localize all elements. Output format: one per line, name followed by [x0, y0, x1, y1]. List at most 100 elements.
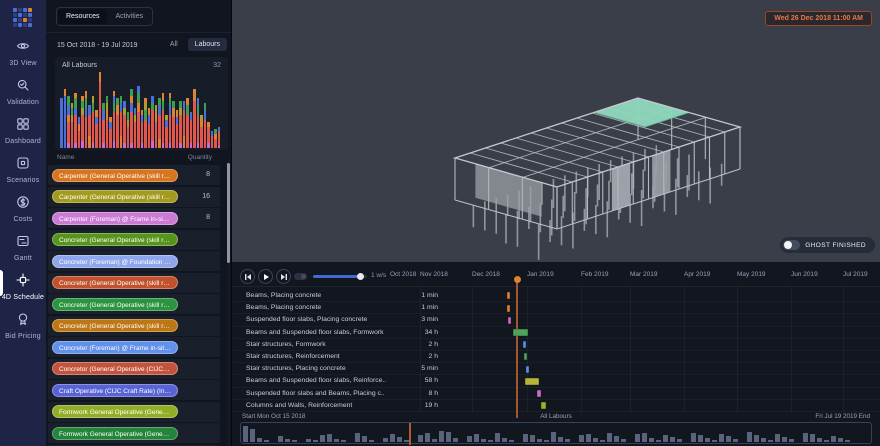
- dashboard-icon: [16, 117, 30, 136]
- gantt-task-row[interactable]: Beams, Placing concrete1 min: [232, 302, 880, 314]
- month-tick-label: Feb 2019: [581, 271, 608, 278]
- resource-pill: Carpenter (General Operative (skill rate…: [52, 190, 178, 203]
- tab-activities[interactable]: Activities: [107, 9, 151, 24]
- table-row[interactable]: Concreter (Foreman) @ Foundation in-situ…: [48, 251, 220, 271]
- table-row[interactable]: Concreter (General Operative (skill rate…: [48, 273, 220, 293]
- scenarios-icon: [16, 156, 30, 175]
- table-row[interactable]: Concreter (General Operative (skill rate…: [48, 294, 220, 314]
- histogram-bar: [155, 105, 158, 148]
- step-forward-button[interactable]: [276, 269, 291, 284]
- filter-all-button[interactable]: All: [163, 38, 185, 51]
- speed-slider[interactable]: [313, 275, 367, 278]
- step-back-button[interactable]: [240, 269, 255, 284]
- play-button[interactable]: [258, 269, 273, 284]
- histogram-bar: [120, 96, 123, 148]
- minimap-histogram: [243, 423, 869, 442]
- task-label: Columns and Walls, Reinforcement: [246, 402, 352, 409]
- table-row[interactable]: Formwork General Operative (General Oper…: [48, 402, 220, 422]
- table-row[interactable]: Concretor (General Operative (CIJC Oper.…: [48, 359, 220, 379]
- table-row[interactable]: Concreter (General Operative (skill rate…: [48, 230, 220, 250]
- histogram-bar: [67, 96, 70, 148]
- sidebar-item-3d-view[interactable]: 3D View: [0, 39, 46, 67]
- filter-labours-button[interactable]: Labours: [188, 38, 227, 51]
- minimap-playhead[interactable]: [409, 423, 411, 445]
- gantt-bar[interactable]: [523, 341, 526, 348]
- sidebar-item-gantt[interactable]: Gantt: [0, 234, 46, 262]
- sidebar-item-label: Gantt: [14, 255, 32, 262]
- timeline-minimap[interactable]: [240, 422, 872, 444]
- sidebar-item-4d-schedule[interactable]: 4D Schedule: [0, 273, 46, 301]
- resource-table: Carpenter (General Operative (skill rate…: [48, 165, 220, 446]
- 3d-viewport[interactable]: Wed 26 Dec 2018 11:00 AM GHOST FINISHED: [232, 0, 880, 262]
- gantt-bar[interactable]: [507, 292, 510, 299]
- gantt-bar[interactable]: [526, 366, 529, 373]
- loop-toggle[interactable]: [294, 273, 307, 280]
- gantt-task-row[interactable]: Beams and Suspended floor slabs, Formwor…: [232, 327, 880, 339]
- histogram-bar: [214, 129, 217, 148]
- chart-title: All Labours: [62, 62, 97, 69]
- slider-knob[interactable]: [357, 273, 364, 280]
- table-row[interactable]: Carpenter (General Operative (skill rate…: [48, 165, 220, 185]
- gantt-bar[interactable]: [541, 402, 546, 409]
- gantt-bar[interactable]: [537, 390, 541, 397]
- histogram-bar: [200, 115, 203, 148]
- scrollbar-thumb[interactable]: [227, 163, 230, 263]
- histogram-bar: [207, 122, 210, 148]
- histogram-bar: [74, 93, 77, 148]
- histogram-bar: [113, 91, 116, 148]
- table-row[interactable]: Concreter (General Operative (skill rate…: [48, 316, 220, 336]
- gantt-bar[interactable]: [507, 305, 510, 312]
- sidebar-item-validation[interactable]: Validation: [0, 78, 46, 106]
- datetime-badge: Wed 26 Dec 2018 11:00 AM: [765, 11, 872, 26]
- gantt-bar[interactable]: [525, 378, 539, 385]
- resource-pill: Carpenter (General Operative (skill rate…: [52, 169, 178, 182]
- gantt-bar[interactable]: [524, 353, 527, 360]
- toggle-switch-icon[interactable]: [783, 240, 800, 250]
- table-row[interactable]: Carpenter (Foreman) @ Frame in-situ conc…: [48, 208, 220, 228]
- histogram-bar: [193, 89, 196, 148]
- resource-quantity: 8: [206, 214, 210, 221]
- sidebar-item-costs[interactable]: Costs: [0, 195, 46, 223]
- task-duration: 8 h: [352, 390, 438, 397]
- table-row[interactable]: Craft Operative (CIJC Craft Rate) (Inspe…: [48, 380, 220, 400]
- gantt-task-row[interactable]: Columns and Walls, Reinforcement19 h: [232, 400, 880, 412]
- gantt-task-row[interactable]: Stair structures, Formwork2 h: [232, 339, 880, 351]
- divider: [46, 32, 232, 33]
- resource-pill: Formwork General Operative (General Oper…: [52, 405, 178, 418]
- playhead-pin-icon[interactable]: [514, 276, 521, 283]
- resource-pill: Concreter (General Operative (skill rate…: [52, 319, 178, 332]
- gantt-bar[interactable]: [513, 329, 528, 336]
- gantt-task-row[interactable]: Beams, Placing concrete1 min: [232, 290, 880, 302]
- sidebar-item-label: 3D View: [9, 60, 36, 67]
- sidebar-item-dashboard[interactable]: Dashboard: [0, 117, 46, 145]
- gantt-task-row[interactable]: Beams and Suspended floor slabs, Reinfor…: [232, 375, 880, 387]
- table-row[interactable]: Concreter (Foreman) @ Frame in-situ conc…: [48, 337, 220, 357]
- sidebar-item-label: Scenarios: [7, 177, 40, 184]
- gantt-task-row[interactable]: Stair structures, Reinforcement2 h: [232, 351, 880, 363]
- validation-icon: [16, 78, 30, 97]
- task-duration: 19 h: [352, 402, 438, 409]
- task-duration: 5 min: [352, 365, 438, 372]
- histogram-bar: [60, 98, 63, 148]
- histogram-bar: [158, 98, 161, 148]
- table-row[interactable]: Formwork General Operative (General Ope.…: [48, 423, 220, 443]
- histogram-bar: [218, 127, 221, 148]
- playhead-line[interactable]: [516, 282, 518, 418]
- gantt-bar[interactable]: [508, 317, 511, 324]
- histogram-bar: [176, 110, 179, 148]
- gantt-task-row[interactable]: Suspended floor slabs and Beams, Placing…: [232, 388, 880, 400]
- table-header: Name Quantity: [46, 154, 232, 164]
- ghost-finished-toggle[interactable]: GHOST FINISHED: [780, 237, 875, 253]
- resource-pill: Craft Operative (CIJC Craft Rate) (Inspe…: [52, 384, 178, 397]
- sidebar-item-bid-pricing[interactable]: Bid Pricing: [0, 312, 46, 340]
- month-tick-label: Nov 2018: [420, 271, 448, 278]
- histogram-bar: [127, 112, 130, 148]
- date-range-label: 15 Oct 2018 - 19 Jul 2019: [57, 42, 138, 49]
- tab-resources[interactable]: Resources: [58, 9, 107, 24]
- table-row[interactable]: Carpenter (General Operative (skill rate…: [48, 187, 220, 207]
- task-label: Beams, Placing concrete: [246, 304, 321, 311]
- sidebar-item-scenarios[interactable]: Scenarios: [0, 156, 46, 184]
- task-duration: 2 h: [352, 341, 438, 348]
- gantt-task-row[interactable]: Stair structures, Placing concrete5 min: [232, 363, 880, 375]
- gantt-task-row[interactable]: Suspended floor slabs, Placing concrete3…: [232, 314, 880, 326]
